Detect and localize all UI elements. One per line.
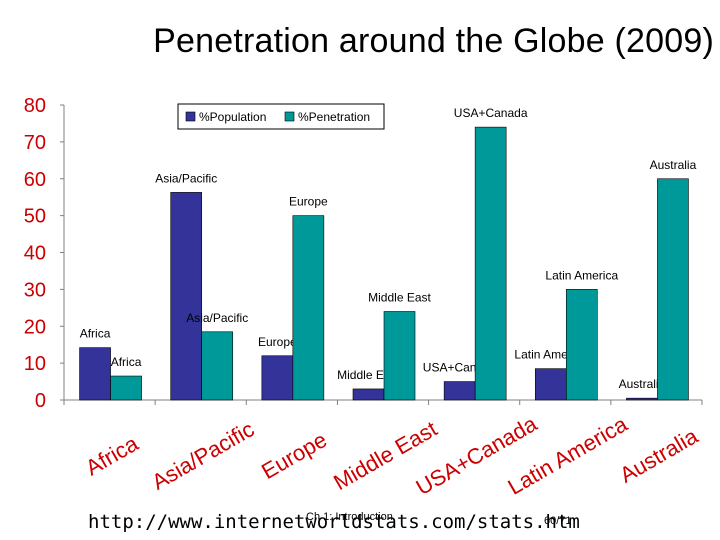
data-label-penetration-europe: Europe [289,195,328,209]
bar-penetration-latin-america [565,289,598,401]
data-label-population-asia-pacific: Asia/Pacific [155,171,217,185]
data-label-population-australia: Australia [619,377,666,391]
y-tick-label: 0 [35,390,46,412]
data-label-penetration-australia: Australia [650,158,697,172]
legend-swatch-penetration [284,111,295,122]
data-label-penetration-asia-pacific: Asia/Pacific [186,311,248,325]
data-label-penetration-middle-east: Middle East [368,291,431,305]
bar-population-europe [261,355,294,401]
data-label-population-europe: Europe [258,335,297,349]
chapter-label: Ch 1: Introduction [306,511,393,523]
source-url: http://www.internetworldstats.com/stats.… [88,511,580,533]
legend-swatch-population [185,111,196,122]
data-label-penetration-latin-america: Latin America [545,268,618,282]
y-tick-label: 30 [24,279,46,301]
x-tick-label-africa: Africa [81,430,143,480]
data-label-penetration-africa: Africa [111,355,142,369]
bar-penetration-europe [292,215,325,401]
y-tick-label: 50 [24,206,46,228]
slide-title: Penetration around the Globe (2009) [153,22,714,60]
page-number: 60/71 [544,515,572,527]
bar-penetration-australia [657,178,689,401]
data-label-penetration-usa-canada: USA+Canada [454,106,528,120]
data-label-population-africa: Africa [80,327,111,341]
legend-label-population: %Population [199,110,266,124]
bar-penetration-asia-pacific [201,331,234,401]
y-tick-label: 10 [24,353,46,375]
chart-legend: %Population %Penetration [177,103,385,130]
bar-population-asia-pacific [170,192,203,401]
x-tick-label-europe: Europe [257,427,331,484]
y-tick-label: 80 [24,95,46,117]
y-tick-label: 40 [24,243,46,265]
y-tick-label: 70 [24,132,46,154]
bar-penetration-usa-canada [474,126,507,401]
legend-label-penetration: %Penetration [298,110,370,124]
plot-area: 01020304050607080AfricaAfricaAfricaAsia/… [24,95,703,500]
bar-population-australia [626,397,658,401]
bar-penetration-middle-east [383,311,416,401]
y-tick-label: 60 [24,169,46,191]
legend-box [177,103,385,130]
bar-population-africa [79,347,111,401]
y-tick-label: 20 [24,316,46,338]
bar-population-middle-east [352,388,385,401]
x-tick-label-asia-pacific: Asia/Pacific [147,416,258,495]
bar-penetration-africa [110,375,142,401]
bar-population-latin-america [534,368,567,401]
bar-population-usa-canada [443,381,476,401]
